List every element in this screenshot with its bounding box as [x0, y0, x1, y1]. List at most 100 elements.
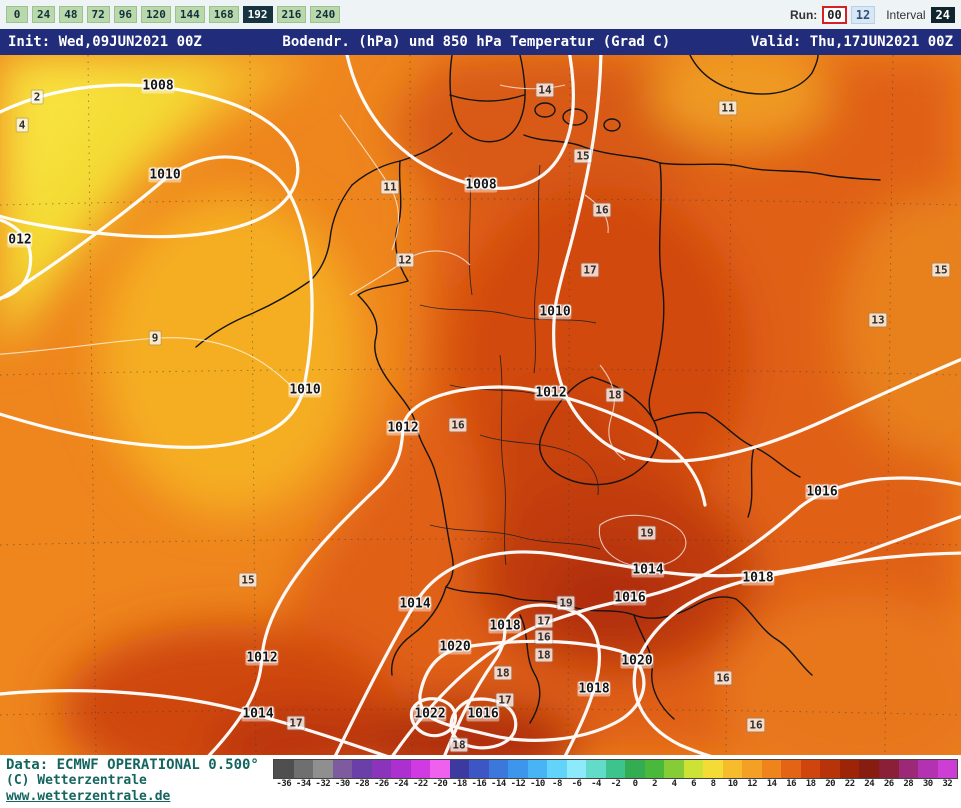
isobar-label: 1014 — [631, 562, 665, 578]
temperature-label: 11 — [719, 101, 737, 115]
temperature-label: 4 — [16, 118, 28, 132]
colorbar-tick: -8 — [552, 779, 562, 789]
colorbar-tick: -6 — [571, 779, 582, 789]
colorbar-cells — [273, 759, 958, 779]
colorbar-tick: 30 — [922, 779, 933, 789]
colorbar-tick: -2 — [610, 779, 621, 789]
isobar-label: 1016 — [466, 706, 500, 722]
colorbar-tick: 24 — [864, 779, 875, 789]
colorbar-tick: 4 — [671, 779, 677, 789]
colorbar-cell — [371, 760, 392, 778]
isobar-label: 1012 — [386, 420, 420, 436]
colorbar-tick: 14 — [766, 779, 777, 789]
colorbar-cell — [742, 760, 762, 778]
temperature-label: 16 — [593, 203, 611, 217]
colorbar-tick: -30 — [334, 779, 350, 789]
forecast-hour-button-192[interactable]: 192 — [242, 6, 273, 23]
colorbar-cell — [839, 760, 860, 778]
isobar-label: 1008 — [141, 78, 175, 94]
colorbar-cell — [703, 760, 723, 778]
colorbar-tick: -22 — [412, 779, 428, 789]
isobar-label: 1016 — [613, 590, 647, 606]
credits: Data: ECMWF OPERATIONAL 0.500° (C) Wette… — [6, 757, 274, 808]
colorbar-cell — [274, 760, 294, 778]
isobar-label: 1008 — [464, 177, 498, 193]
run-button-12[interactable]: 12 — [850, 5, 876, 24]
chart-subject: Bodendr. (hPa) und 850 hPa Temperatur (G… — [282, 34, 671, 50]
temperature-label: 16 — [535, 630, 553, 644]
isobar-label: 1020 — [438, 639, 472, 655]
colorbar-cell — [781, 760, 801, 778]
colorbar-cell — [508, 760, 528, 778]
colorbar-tick: -18 — [452, 779, 467, 789]
interval-value-button[interactable]: 24 — [930, 6, 955, 23]
colorbar-cell — [820, 760, 840, 778]
colorbar-cell — [449, 760, 470, 778]
temperature-label: 16 — [714, 671, 732, 685]
map-label-layer: 1008 1010 012 1008 1010 1010 1012 1012 1014 1014 1… — [0, 55, 961, 755]
colorbar-cell — [800, 760, 821, 778]
forecast-toolbar: 0 24 48 72 96 120 144 168 192 216 240 Run: 00 12 In… — [0, 0, 961, 29]
temperature-label: 18 — [606, 388, 624, 402]
temperature-label: 14 — [536, 83, 554, 97]
colorbar-tick: -36 — [276, 779, 292, 789]
footer: Data: ECMWF OPERATIONAL 0.500° (C) Wette… — [0, 755, 961, 808]
toolbar-right: Run: 00 12 Interval 24 — [790, 5, 955, 24]
colorbar-cell — [410, 760, 431, 778]
colorbar-tick: 28 — [903, 779, 914, 789]
forecast-hour-button-48[interactable]: 48 — [59, 6, 83, 23]
isobar-label: 1010 — [148, 167, 182, 183]
colorbar-cell — [313, 760, 333, 778]
isobar-label: 1018 — [488, 618, 522, 634]
colorbar-cell — [878, 760, 899, 778]
temperature-label: 18 — [450, 738, 468, 752]
website-link[interactable]: www.wetterzentrale.de — [6, 789, 171, 804]
colorbar-cell — [566, 760, 587, 778]
colorbar-cell — [918, 760, 938, 778]
colorbar-tick: -16 — [471, 779, 487, 789]
colorbar-cell — [352, 760, 372, 778]
forecast-hour-button-144[interactable]: 144 — [174, 6, 205, 23]
colorbar-tick: -24 — [393, 779, 409, 789]
isobar-label: 012 — [7, 232, 33, 248]
colorbar-cell — [332, 760, 353, 778]
chart-title-bar: Init: Wed,09JUN2021 00Z Bodendr. (hPa) u… — [0, 29, 961, 55]
colorbar-cell — [488, 760, 509, 778]
forecast-hour-button-72[interactable]: 72 — [86, 6, 110, 23]
colorbar-tick: 32 — [942, 779, 953, 789]
colorbar-tick: -26 — [373, 779, 389, 789]
colorbar-tick: 2 — [652, 779, 658, 789]
colorbar-cell — [547, 760, 567, 778]
temperature-label: 12 — [396, 253, 414, 267]
colorbar-tick: 22 — [844, 779, 855, 789]
temperature-colorbar: -36 -34 -32 -30 -28 -26 -24 -22 -20 -18 -16 -14 -12-… — [273, 757, 958, 808]
run-button-00[interactable]: 00 — [822, 5, 847, 24]
forecast-hour-button-24[interactable]: 24 — [32, 6, 56, 23]
interval-label: Interval — [886, 7, 926, 22]
forecast-hour-button-96[interactable]: 96 — [113, 6, 137, 23]
isobar-label: 1014 — [241, 706, 275, 722]
isobar-label: 1010 — [288, 382, 322, 398]
temperature-label: 15 — [239, 573, 257, 587]
isobar-label: 1018 — [741, 570, 775, 586]
temperature-label: 17 — [287, 716, 305, 730]
temperature-label: 18 — [535, 648, 553, 662]
forecast-hour-button-0[interactable]: 0 — [6, 6, 28, 23]
colorbar-cell — [898, 760, 919, 778]
temperature-label: 2 — [31, 90, 43, 104]
colorbar-cell — [937, 760, 958, 778]
forecast-hour-button-216[interactable]: 216 — [276, 6, 307, 23]
colorbar-cell — [527, 760, 548, 778]
temperature-label: 15 — [932, 263, 950, 277]
forecast-hour-button-168[interactable]: 168 — [208, 6, 239, 23]
isobars — [0, 55, 961, 755]
colorbar-tick: 10 — [727, 779, 738, 789]
forecast-hour-button-240[interactable]: 240 — [310, 6, 341, 23]
temperature-label: 18 — [494, 666, 512, 680]
colorbar-tick: 26 — [883, 779, 894, 789]
forecast-hour-button-120[interactable]: 120 — [141, 6, 171, 23]
forecast-hour-list: 0 24 48 72 96 120 144 168 192 216 240 — [6, 6, 341, 23]
isobar-label: 1012 — [245, 650, 279, 666]
colorbar-cell — [625, 760, 645, 778]
